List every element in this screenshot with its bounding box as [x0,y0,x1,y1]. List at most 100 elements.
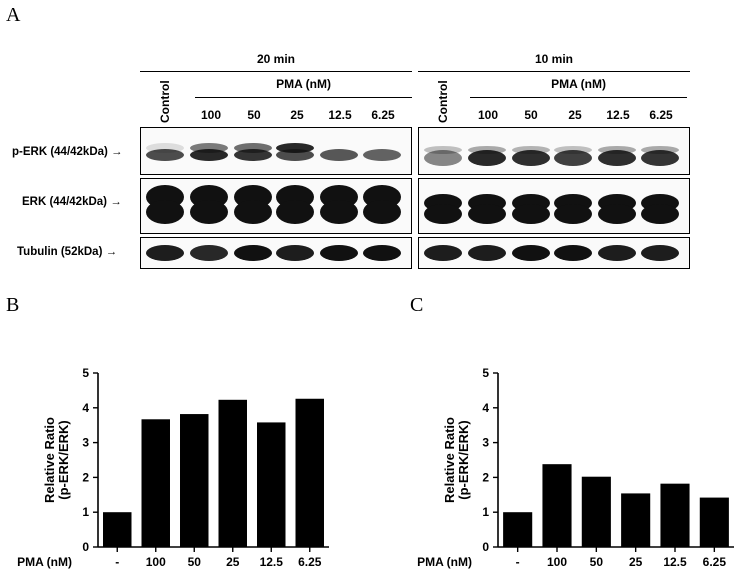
group-20min-control-label: Control [158,80,172,123]
y-tick-label: 4 [482,401,489,415]
panel-b-letter: B [6,294,20,316]
group-10min-line [418,71,690,72]
x-tick-label: - [115,555,119,569]
x-tick-label: 100 [146,555,166,569]
blot-p-erk-10min [418,127,690,175]
blot-band [641,204,679,224]
y-tick-label: 2 [82,470,89,484]
bar [699,497,729,547]
blot-band [554,245,592,261]
bar [141,419,170,547]
panel-a-letter: A [6,4,21,26]
group-20min-dose-label: 25 [290,108,304,122]
group-10min-dose-label: 100 [477,108,499,122]
bar [103,512,132,547]
blot-band [512,204,550,224]
y-tick-label: 5 [482,366,489,380]
blot-band [554,204,592,224]
blot-band [598,150,636,166]
blot-band [424,204,462,224]
y-tick-label: 2 [482,470,489,484]
row-label-erk: ERK (44/42kDa) → [22,196,122,208]
bar [581,476,611,547]
group-20min-dose-label: 6.25 [371,108,395,122]
group-10min-treatment-line [470,97,687,98]
x-tick-label: 25 [226,555,240,569]
group-20min-line [140,71,412,72]
bar [621,493,651,547]
y-tick-label: 0 [482,540,489,554]
blot-band [424,150,462,166]
group-20min-dose-label: 100 [200,108,222,122]
group-20min-title: 20 min [256,52,295,66]
blot-erk-20min [140,178,412,234]
x-tick-label: 50 [590,555,604,569]
row-label-tubulin: Tubulin (52kDa) → [17,246,118,258]
bar [180,414,209,547]
y-axis-label-line: Relative Ratio [42,417,57,503]
blot-band [363,200,401,224]
x-tick-label: 100 [547,555,567,569]
blot-band [234,200,272,224]
blot-band [190,245,228,261]
chart-panel-b: 0 1 2 3 4 5 Relative Ratio (p-ERK/ERK) - 100 50 25 1… [17,366,329,569]
bar [218,399,247,547]
blot-band [190,149,228,161]
blot-band [641,245,679,261]
group-10min-dose-label: 50 [524,108,538,122]
blot-band [320,200,358,224]
y-axis-label-line: (p-ERK/ERK) [56,420,71,499]
blot-p-erk-20min [140,127,412,175]
group-10min-treatment-label: PMA (nM) [551,77,606,91]
blot-band [512,245,550,261]
bar [503,512,533,547]
group-20min-treatment-label: PMA (nM) [276,77,331,91]
blot-tubulin-10min [418,237,690,269]
blot-band [363,245,401,261]
blot-band [468,245,506,261]
group-20min-dose-label: 50 [247,108,261,122]
blot-tubulin-20min [140,237,412,269]
blot-band [190,200,228,224]
y-axis-label-line: Relative Ratio [442,417,457,503]
group-10min-control-label: Control [436,80,450,123]
bar [257,422,286,547]
y-tick-label: 5 [82,366,89,380]
y-tick-label: 4 [82,401,89,415]
chart-panel-c: 0 1 2 3 4 5 Relative Ratio (p-ERK/ERK) - 100 50 25 1… [417,366,734,569]
x-axis-label: PMA (nM) [417,555,472,569]
y-tick-label: 0 [82,540,89,554]
blot-band [598,204,636,224]
blot-band [234,149,272,161]
x-tick-label: 12.5 [663,555,687,569]
x-tick-label: 6.25 [703,555,727,569]
y-axis-label: Relative Ratio (p-ERK/ERK) [42,417,71,503]
group-20min-treatment-line [195,97,412,98]
x-tick-label: 50 [188,555,202,569]
blot-band [276,200,314,224]
panel-c-letter: C [410,294,424,316]
y-tick-label: 1 [482,505,489,519]
blot-band [468,150,506,166]
bar [660,483,690,547]
blot-band [363,149,401,161]
blot-band [641,150,679,166]
blot-band [146,149,184,161]
group-10min-dose-label: 25 [568,108,582,122]
blot-band [276,245,314,261]
x-axis-label: PMA (nM) [17,555,72,569]
blot-band [598,245,636,261]
y-tick-label: 3 [482,436,489,450]
x-tick-label: 6.25 [298,555,322,569]
blot-band [320,245,358,261]
y-axis-label-line: (p-ERK/ERK) [456,420,471,499]
blot-band [554,150,592,166]
x-tick-label: - [516,555,520,569]
x-tick-label: 12.5 [260,555,284,569]
y-tick-label: 1 [82,505,89,519]
group-10min-title: 10 min [534,52,573,66]
blot-band [234,245,272,261]
group-20min-dose-label: 12.5 [328,108,352,122]
group-10min-dose-label: 12.5 [606,108,630,122]
y-tick-label: 3 [82,436,89,450]
